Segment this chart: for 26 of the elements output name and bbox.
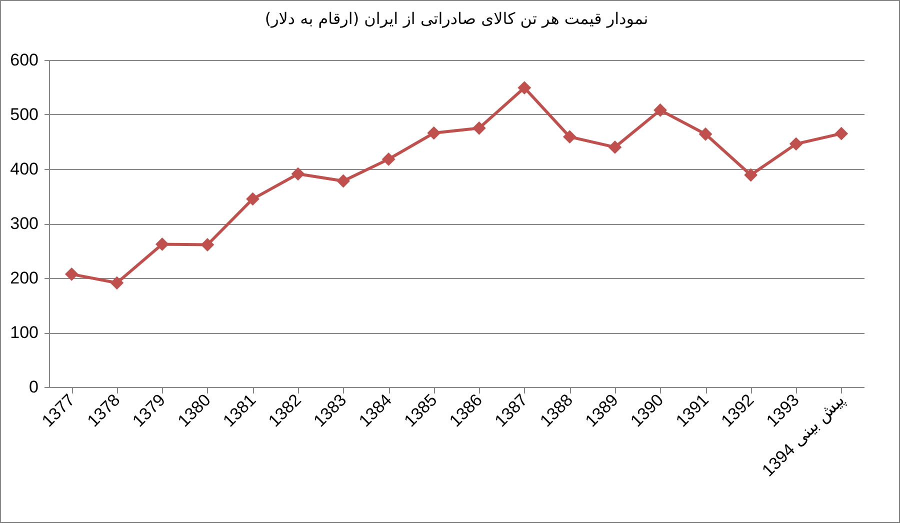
point — [110, 276, 124, 290]
point — [834, 126, 848, 140]
point — [427, 126, 441, 140]
y-tick-label: 500 — [10, 105, 38, 124]
point — [246, 192, 260, 206]
point — [654, 103, 667, 117]
point — [291, 167, 305, 181]
point — [336, 174, 350, 188]
point — [518, 81, 532, 95]
y-tick-label: 200 — [10, 268, 38, 288]
y-tick-label: 100 — [10, 323, 38, 342]
y-tick-label: 400 — [10, 160, 38, 178]
point — [64, 267, 78, 281]
y-tick-label: 0 — [29, 378, 38, 396]
point — [200, 238, 214, 252]
point — [789, 137, 803, 151]
point — [744, 168, 758, 182]
point — [155, 238, 169, 251]
point — [472, 121, 486, 135]
point — [608, 140, 622, 154]
y-tick-label: 600 — [10, 50, 38, 70]
point — [698, 127, 712, 141]
chart-title: نمودار قیمت هر تن کالای صادراتی از ایران (ارقام به دلار) — [264, 9, 648, 28]
point — [562, 130, 576, 144]
y-tick-label: 300 — [10, 214, 38, 233]
point — [382, 152, 396, 166]
